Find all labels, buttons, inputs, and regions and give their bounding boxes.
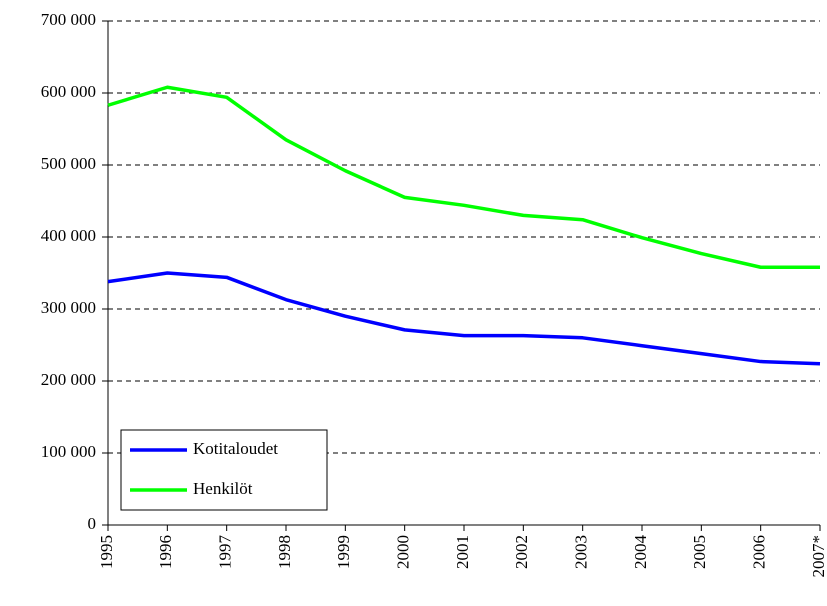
x-tick-label: 1999 bbox=[334, 535, 353, 569]
x-tick-label: 1998 bbox=[275, 535, 294, 569]
x-tick-label: 2001 bbox=[453, 535, 472, 569]
line-series bbox=[107, 85, 820, 269]
y-tick-label: 400 000 bbox=[41, 226, 96, 245]
y-tick-label: 0 bbox=[88, 514, 97, 533]
y-tick-label: 200 000 bbox=[41, 370, 96, 389]
x-tick-label: 2003 bbox=[572, 535, 591, 569]
y-tick-label: 500 000 bbox=[41, 154, 96, 173]
x-tick-label: 2000 bbox=[394, 535, 413, 569]
line-series bbox=[107, 271, 821, 366]
x-tick-label: 1997 bbox=[216, 535, 235, 570]
y-tick-label: 600 000 bbox=[41, 82, 96, 101]
x-tick-label: 2007* bbox=[809, 535, 827, 578]
legend-box bbox=[120, 429, 328, 511]
legend-label: Kotitaloudet bbox=[193, 439, 278, 458]
x-tick-label: 1995 bbox=[97, 535, 116, 569]
y-tick-label: 700 000 bbox=[41, 10, 96, 29]
x-tick-label: 2005 bbox=[690, 535, 709, 569]
y-tick-label: 300 000 bbox=[41, 298, 96, 317]
x-tick-label: 2002 bbox=[512, 535, 531, 569]
x-tick-label: 2006 bbox=[750, 535, 769, 569]
y-tick-label: 100 000 bbox=[41, 442, 96, 461]
x-tick-label: 2004 bbox=[631, 535, 650, 570]
x-tick-label: 1996 bbox=[156, 535, 175, 569]
legend-label: Henkilöt bbox=[193, 479, 253, 498]
